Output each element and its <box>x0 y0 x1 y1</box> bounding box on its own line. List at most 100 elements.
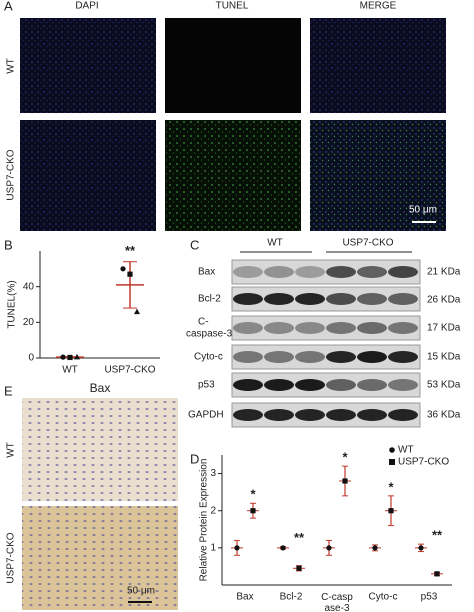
blot-band <box>326 409 356 421</box>
blot-band <box>264 409 294 421</box>
legend-marker <box>389 447 395 453</box>
blot-band <box>264 322 294 334</box>
protein-label: GAPDH <box>188 410 224 421</box>
blot-band <box>388 293 418 305</box>
legend-label: USP7-CKO <box>398 457 449 468</box>
protein-label: Bax <box>198 267 215 278</box>
blot-band <box>388 409 418 421</box>
panel-label: D <box>190 451 199 466</box>
point <box>134 308 140 315</box>
micrograph <box>20 120 156 231</box>
panel-label: C <box>190 237 199 252</box>
size-label: 53 KDa <box>427 380 461 391</box>
panel-label: E <box>4 383 13 398</box>
x-tick-label: WT <box>62 365 78 376</box>
blots <box>231 259 421 428</box>
blot-band <box>326 266 356 278</box>
legend-marker <box>389 459 395 465</box>
column-header: DAPI <box>75 1 98 12</box>
protein-label: caspase-3 <box>186 329 233 340</box>
blot-band <box>233 351 263 363</box>
micrograph <box>165 18 301 113</box>
significance: ** <box>125 243 136 258</box>
blot-band <box>295 266 325 278</box>
size-label: 26 KDa <box>427 295 461 306</box>
x-tick-label: Bax <box>236 592 253 603</box>
column-header: MERGE <box>360 1 397 12</box>
blot-band <box>357 379 387 391</box>
blot-band <box>295 293 325 305</box>
blot-band <box>357 351 387 363</box>
blot-band <box>388 379 418 391</box>
point <box>342 478 348 484</box>
scale-bar-label: 50 μm <box>409 205 437 216</box>
point <box>296 565 302 571</box>
blot-band <box>233 379 263 391</box>
blot-band <box>264 379 294 391</box>
point <box>372 545 378 551</box>
point <box>280 545 286 551</box>
blot-band <box>233 293 263 305</box>
protein-label: C- <box>198 317 209 328</box>
micrograph <box>165 120 301 231</box>
significance: ** <box>294 530 305 545</box>
protein-label: Bcl-2 <box>198 294 221 305</box>
point <box>60 354 66 360</box>
blot-band <box>357 322 387 334</box>
micrograph <box>310 18 446 113</box>
x-tick-label: C-casp ase-3 <box>321 592 353 612</box>
blot-band <box>295 351 325 363</box>
micrograph <box>310 120 446 231</box>
size-label: 36 KDa <box>427 410 461 421</box>
x-tick-label: p53 <box>421 592 438 603</box>
blot-band <box>388 322 418 334</box>
blot-band <box>295 379 325 391</box>
blot-band <box>264 293 294 305</box>
significance: * <box>342 450 348 465</box>
point <box>127 271 133 277</box>
point <box>326 545 332 551</box>
micrograph <box>22 506 178 610</box>
row-label: WT <box>6 58 17 74</box>
blot-band <box>388 351 418 363</box>
micrograph <box>22 398 178 501</box>
column-header: TUNEL <box>216 1 249 12</box>
y-tick-label: 20 <box>23 317 35 328</box>
significance: ** <box>432 528 443 543</box>
y-tick-label: 40 <box>23 281 35 292</box>
point <box>120 266 126 272</box>
point <box>388 508 394 514</box>
size-label: 21 KDa <box>427 267 461 278</box>
scale-bar-label: 50 μm <box>127 586 155 597</box>
x-tick-label: Bcl-2 <box>280 592 303 603</box>
blot-band <box>295 322 325 334</box>
panel-label: B <box>4 237 13 252</box>
row-label: WT <box>6 442 17 458</box>
y-tick-label: 1 <box>210 542 216 553</box>
size-label: 17 KDa <box>427 323 461 334</box>
significance: * <box>388 479 394 494</box>
size-label: 15 KDa <box>427 352 461 363</box>
blot-band <box>357 266 387 278</box>
panel-label: A <box>4 0 13 13</box>
blot-band <box>326 322 356 334</box>
point <box>234 545 240 551</box>
blot-band <box>326 293 356 305</box>
point <box>67 354 73 361</box>
significance: * <box>250 487 256 502</box>
x-tick-label: USP7-CKO <box>104 365 155 376</box>
blot-band <box>264 266 294 278</box>
point <box>434 571 440 577</box>
blot-band <box>264 351 294 363</box>
group-label: USP7-CKO <box>342 238 393 249</box>
y-tick-label: 2 <box>210 505 216 516</box>
point <box>250 508 256 514</box>
legend-label: WT <box>398 445 414 456</box>
row-label: USP7-CKO <box>6 149 17 200</box>
blot-band <box>357 293 387 305</box>
y-axis-label: TUNEL(%) <box>7 280 18 328</box>
row-label: USP7-CKO <box>6 532 17 583</box>
blot-band <box>295 409 325 421</box>
blot-band <box>233 266 263 278</box>
blot-band <box>326 379 356 391</box>
